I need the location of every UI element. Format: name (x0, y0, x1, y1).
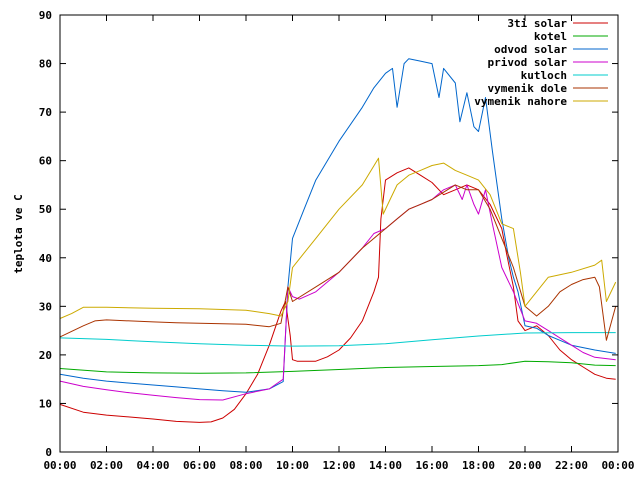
y-tick-label: 90 (39, 9, 52, 22)
x-tick-label: 18:00 (462, 459, 495, 472)
x-tick-label: 10:00 (276, 459, 309, 472)
legend-label: privod solar (488, 56, 568, 69)
legend-label: kutloch (521, 69, 567, 82)
series-line-2 (59, 360, 616, 374)
x-tick-label: 06:00 (183, 459, 216, 472)
x-tick-label: 02:00 (90, 459, 123, 472)
legend-label: kotel (534, 30, 567, 43)
x-tick-label: 20:00 (508, 459, 541, 472)
y-tick-label: 10 (39, 397, 52, 410)
legend-label: vymenik dole (488, 82, 568, 95)
x-tick-label: 04:00 (136, 459, 169, 472)
x-tick-label: 08:00 (229, 459, 262, 472)
x-tick-label: 12:00 (322, 459, 355, 472)
series-line-1 (59, 167, 616, 423)
y-tick-label: 50 (39, 203, 52, 216)
y-tick-label: 20 (39, 349, 52, 362)
y-tick-label: 0 (45, 446, 52, 459)
axis-ticks: 00:00 02:00 04:00 06:00 08:00 10:00 12:00 14:00… (39, 9, 635, 472)
series-line-3 (59, 58, 616, 393)
x-tick-label: 00:00 (43, 459, 76, 472)
x-tick-label: 00:00 (601, 459, 634, 472)
series-line-6 (59, 184, 617, 341)
legend-label: 3ti solar (507, 17, 567, 30)
series-line-7 (59, 157, 617, 319)
y-tick-label: 70 (39, 106, 52, 119)
y-tick-label: 30 (39, 300, 52, 313)
x-tick-label: 14:00 (369, 459, 402, 472)
series-line-5 (59, 332, 616, 347)
series-layer (59, 58, 617, 423)
legend-label: vymenik nahore (474, 95, 567, 108)
y-tick-label: 60 (39, 155, 52, 168)
x-tick-label: 16:00 (415, 459, 448, 472)
x-tick-label: 22:00 (555, 459, 588, 472)
y-tick-label: 80 (39, 58, 52, 71)
y-tick-label: 40 (39, 252, 52, 265)
legend-label: odvod solar (494, 43, 567, 56)
y-axis-label: teplota ve C (12, 194, 25, 273)
